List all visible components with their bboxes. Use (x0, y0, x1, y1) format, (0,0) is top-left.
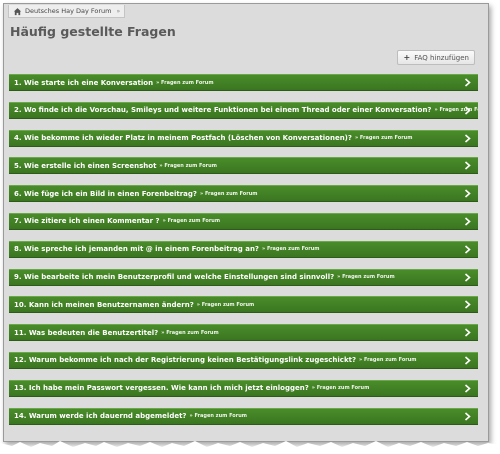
faq-category-tag[interactable]: » Fragen zum Forum (354, 135, 413, 142)
chevron-right-icon[interactable] (464, 245, 471, 254)
faq-question[interactable]: 1. Wie starte ich eine Konversation (14, 78, 154, 87)
breadcrumb: Deutsches Hay Day Forum » (8, 5, 126, 18)
chevron-right-icon[interactable] (464, 272, 471, 282)
faq-row[interactable]: 11. Was bedeuten die Benutzertitel?» Fra… (9, 324, 478, 342)
chevron-right-icon[interactable] (464, 78, 471, 87)
faq-row[interactable]: 8. Wie spreche ich jemanden mit @ in ein… (9, 240, 478, 258)
faq-row[interactable]: 1. Wie starte ich eine Konversation» Fra… (9, 74, 478, 91)
add-faq-button[interactable]: + FAQ hinzufügen (397, 50, 475, 65)
page-title: Häufig gestellte Fragen (10, 24, 176, 39)
chevron-right-icon[interactable] (464, 384, 471, 393)
faq-category-tag[interactable]: » Fragen zum Forum (196, 301, 255, 308)
faq-question[interactable]: 2. Wo finde ich die Vorschau, Smileys un… (14, 106, 432, 115)
chevron-right-icon[interactable] (464, 161, 471, 170)
chevron-right-icon[interactable] (464, 189, 471, 198)
faq-question[interactable]: 9. Wie bearbeite ich mein Benutzerprofil… (14, 273, 335, 282)
faq-row[interactable]: 14. Warum werde ich dauernd abgemeldet?»… (9, 407, 478, 425)
faq-row[interactable]: 10. Kann ich meinen Benutzernamen ändern… (9, 296, 478, 314)
faq-question[interactable]: 8. Wie spreche ich jemanden mit @ in ein… (14, 245, 259, 254)
torn-edge-decoration (0, 441, 500, 454)
faq-question[interactable]: 12. Warum bekomme ich nach der Registrie… (14, 356, 357, 365)
faq-category-tag[interactable]: » Fragen zum Forum (262, 246, 320, 253)
faq-question[interactable]: 14. Warum werde ich dauernd abgemeldet? (14, 412, 187, 421)
faq-category-tag[interactable]: » Fragen zum Forum (162, 218, 221, 225)
faq-question[interactable]: 11. Was bedeuten die Benutzertitel? (14, 328, 159, 337)
faq-list: 1. Wie starte ich eine Konversation» Fra… (9, 74, 478, 435)
breadcrumb-home-link[interactable]: Deutsches Hay Day Forum (25, 7, 112, 15)
faq-category-tag[interactable]: » Fragen zum Forum (189, 413, 247, 420)
add-faq-label: FAQ hinzufügen (414, 53, 469, 62)
home-icon[interactable] (13, 7, 22, 16)
faq-category-tag[interactable]: » Fragen zum Forum (161, 329, 219, 336)
faq-category-tag[interactable]: » Fragen zum Forum (156, 79, 214, 86)
faq-question[interactable]: 4. Wie bekomme ich wieder Platz in meine… (14, 134, 352, 143)
faq-question[interactable]: 7. Wie zitiere ich einen Kommentar ? (14, 217, 160, 226)
faq-category-tag[interactable]: » Fragen zum Forum (311, 385, 370, 392)
chevron-right-icon[interactable] (464, 300, 471, 309)
faq-question[interactable]: 10. Kann ich meinen Benutzernamen ändern… (14, 300, 194, 309)
faq-row[interactable]: 7. Wie zitiere ich einen Kommentar ?» Fr… (9, 212, 478, 230)
faq-category-tag[interactable]: » Fragen zum Forum (359, 357, 417, 364)
faq-category-tag[interactable]: » Fragen zum Forum (159, 162, 217, 169)
faq-category-tag[interactable]: » Fragen zum Forum (337, 274, 395, 281)
faq-row[interactable]: 2. Wo finde ich die Vorschau, Smileys un… (9, 101, 478, 119)
chevron-right-icon[interactable] (464, 133, 471, 143)
faq-row[interactable]: 5. Wie erstelle ich einen Screenshot» Fr… (9, 157, 478, 175)
faq-question[interactable]: 6. Wie füge ich ein Bild in einen Forenb… (14, 189, 197, 198)
faq-question[interactable]: 13. Ich habe mein Passwort vergessen. Wi… (14, 384, 309, 393)
faq-row[interactable]: 4. Wie bekomme ich wieder Platz in meine… (9, 129, 478, 147)
faq-row[interactable]: 13. Ich habe mein Passwort vergessen. Wi… (9, 379, 478, 397)
chevron-right-icon[interactable] (464, 328, 471, 337)
forum-window: Deutsches Hay Day Forum » Häufig gestell… (3, 3, 489, 442)
chevron-right-icon[interactable] (464, 106, 471, 115)
breadcrumb-separator: » (116, 7, 121, 15)
faq-question[interactable]: 5. Wie erstelle ich einen Screenshot (14, 161, 157, 170)
faq-row[interactable]: 12. Warum bekomme ich nach der Registrie… (9, 351, 478, 369)
chevron-right-icon[interactable] (464, 217, 471, 226)
faq-category-tag[interactable]: » Fragen zum Forum (199, 190, 258, 197)
faq-row[interactable]: 9. Wie bearbeite ich mein Benutzerprofil… (9, 268, 478, 286)
chevron-right-icon[interactable] (464, 356, 471, 365)
plus-icon: + (403, 53, 411, 62)
chevron-right-icon[interactable] (464, 411, 471, 421)
faq-row[interactable]: 6. Wie füge ich ein Bild in einen Forenb… (9, 185, 478, 203)
faq-category-tag[interactable]: » Fragen zum Forum (434, 107, 478, 114)
